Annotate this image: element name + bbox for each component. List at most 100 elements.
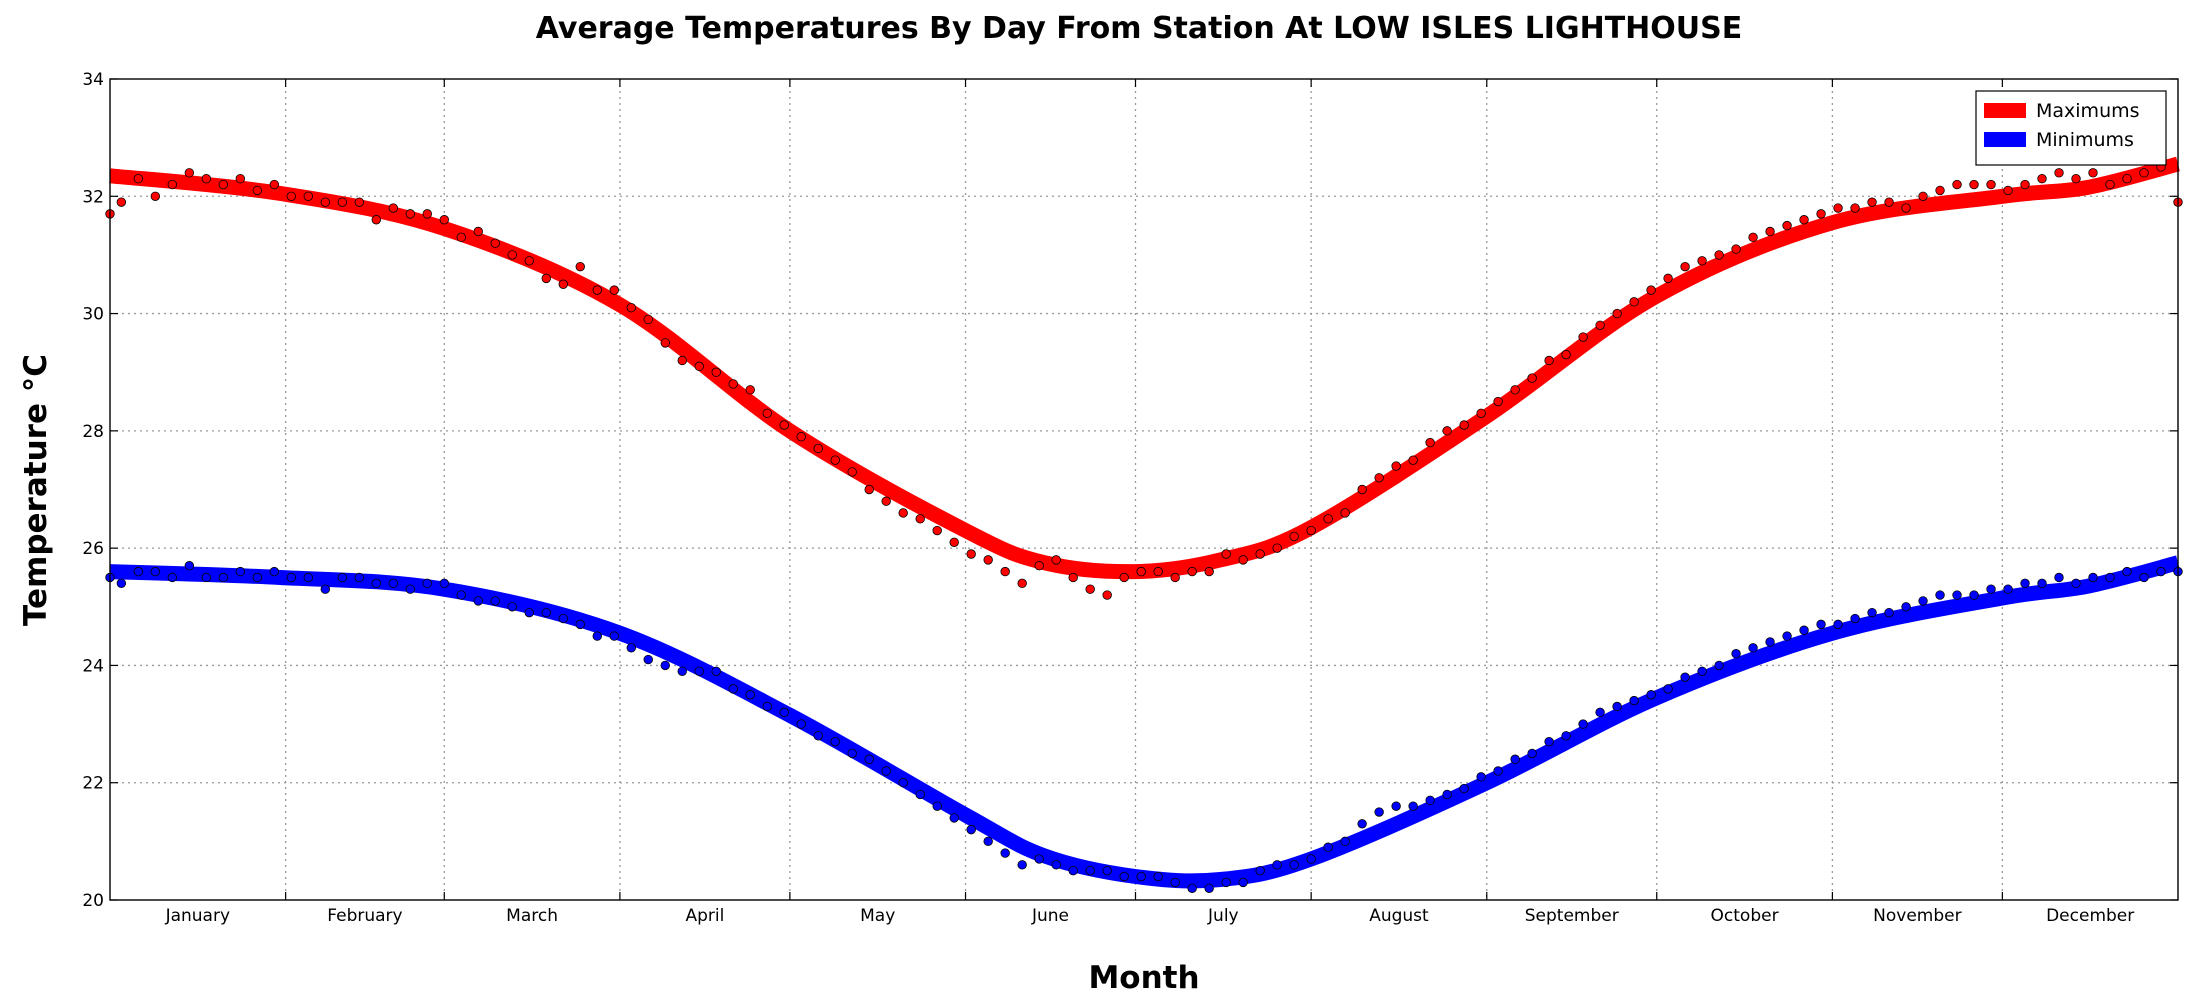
data-point [830,455,840,465]
data-point [184,561,195,571]
y-tick-label: 24 [82,656,104,676]
data-point [1901,203,1911,213]
data-point [1680,672,1690,682]
data-point [2020,179,2030,190]
data-point [337,572,347,583]
data-point [1782,220,1792,231]
data-point [2054,572,2064,583]
data-point [1102,865,1112,876]
data-point [371,578,381,589]
data-point [1374,473,1384,483]
data-point [1544,736,1554,747]
data-point [1051,555,1061,565]
data-point [813,443,823,454]
data-point [1255,865,1265,876]
data-point [1153,566,1163,577]
data-point [1187,566,1197,577]
data-point [1306,854,1316,864]
data-point [711,367,721,377]
data-point [1391,801,1401,811]
data-point [286,191,297,201]
data-point [1816,209,1826,219]
data-point [1476,772,1486,782]
data-point [1238,555,1248,565]
data-point [1714,250,1724,260]
data-point [660,660,670,671]
data-point [1136,566,1146,577]
data-point [779,420,789,430]
data-point [490,238,500,248]
data-point [558,613,568,624]
data-point [558,279,568,289]
data-point [609,631,619,641]
data-point [575,261,585,272]
data-point [575,619,585,630]
data-point [1765,637,1775,647]
data-point [1204,566,1214,577]
data-point [116,197,127,207]
data-point [915,514,925,524]
x-tick-label: April [685,906,724,926]
data-point [1068,865,1078,876]
data-point [1221,549,1231,559]
data-point [1799,625,1809,635]
data-point [422,209,432,219]
data-point [864,754,874,764]
data-point [133,566,144,577]
data-point [745,385,755,395]
data-point [1323,514,1333,524]
data-point [388,203,398,213]
data-point [1799,215,1809,225]
data-point [1561,731,1571,741]
data-point [1663,684,1673,694]
data-point [1527,373,1537,383]
data-point [252,185,263,196]
data-point [405,209,415,219]
data-point [592,285,602,295]
data-point [2003,185,2013,196]
data-point [1408,455,1418,465]
data-point [1374,807,1384,817]
data-point [1000,566,1010,577]
legend-label-maximums: Maximums [2036,100,2140,122]
data-point [1357,484,1367,495]
data-point [660,338,670,348]
data-point [1289,860,1299,870]
data-point [371,215,381,225]
data-point [898,778,908,788]
data-point [1493,396,1503,407]
data-point [354,572,364,583]
data-point [983,836,993,847]
data-point [1340,508,1350,518]
data-point [2139,572,2149,583]
legend-swatch-minimums [1984,132,2026,147]
data-point [1187,883,1197,893]
data-point [1136,871,1146,882]
y-tick-label: 22 [82,774,104,794]
data-point [1221,877,1231,888]
data-point [456,232,466,243]
data-point [1527,748,1537,759]
data-point [269,179,280,190]
legend-label-minimums: Minimums [2036,129,2134,151]
axes: 20 22 24 26 28 30 32 34 January February March Apri… [82,70,2179,926]
data-point [1935,185,1945,196]
data-point [830,736,840,747]
data-point [643,654,653,665]
data-point [1459,783,1469,794]
data-point [813,731,823,741]
data-point [1255,549,1265,559]
data-point [201,173,212,184]
data-point [1289,531,1299,542]
data-point [1442,789,1452,800]
x-tick-label: October [1711,906,1779,926]
data-point [320,197,330,207]
data-point [1867,607,1877,618]
data-point [626,643,636,653]
data-point [133,173,144,184]
data-point [626,303,636,313]
data-point [1952,179,1962,190]
data-point [1272,860,1282,870]
data-point [1510,385,1520,395]
x-axis-label: Month [1088,960,1199,996]
